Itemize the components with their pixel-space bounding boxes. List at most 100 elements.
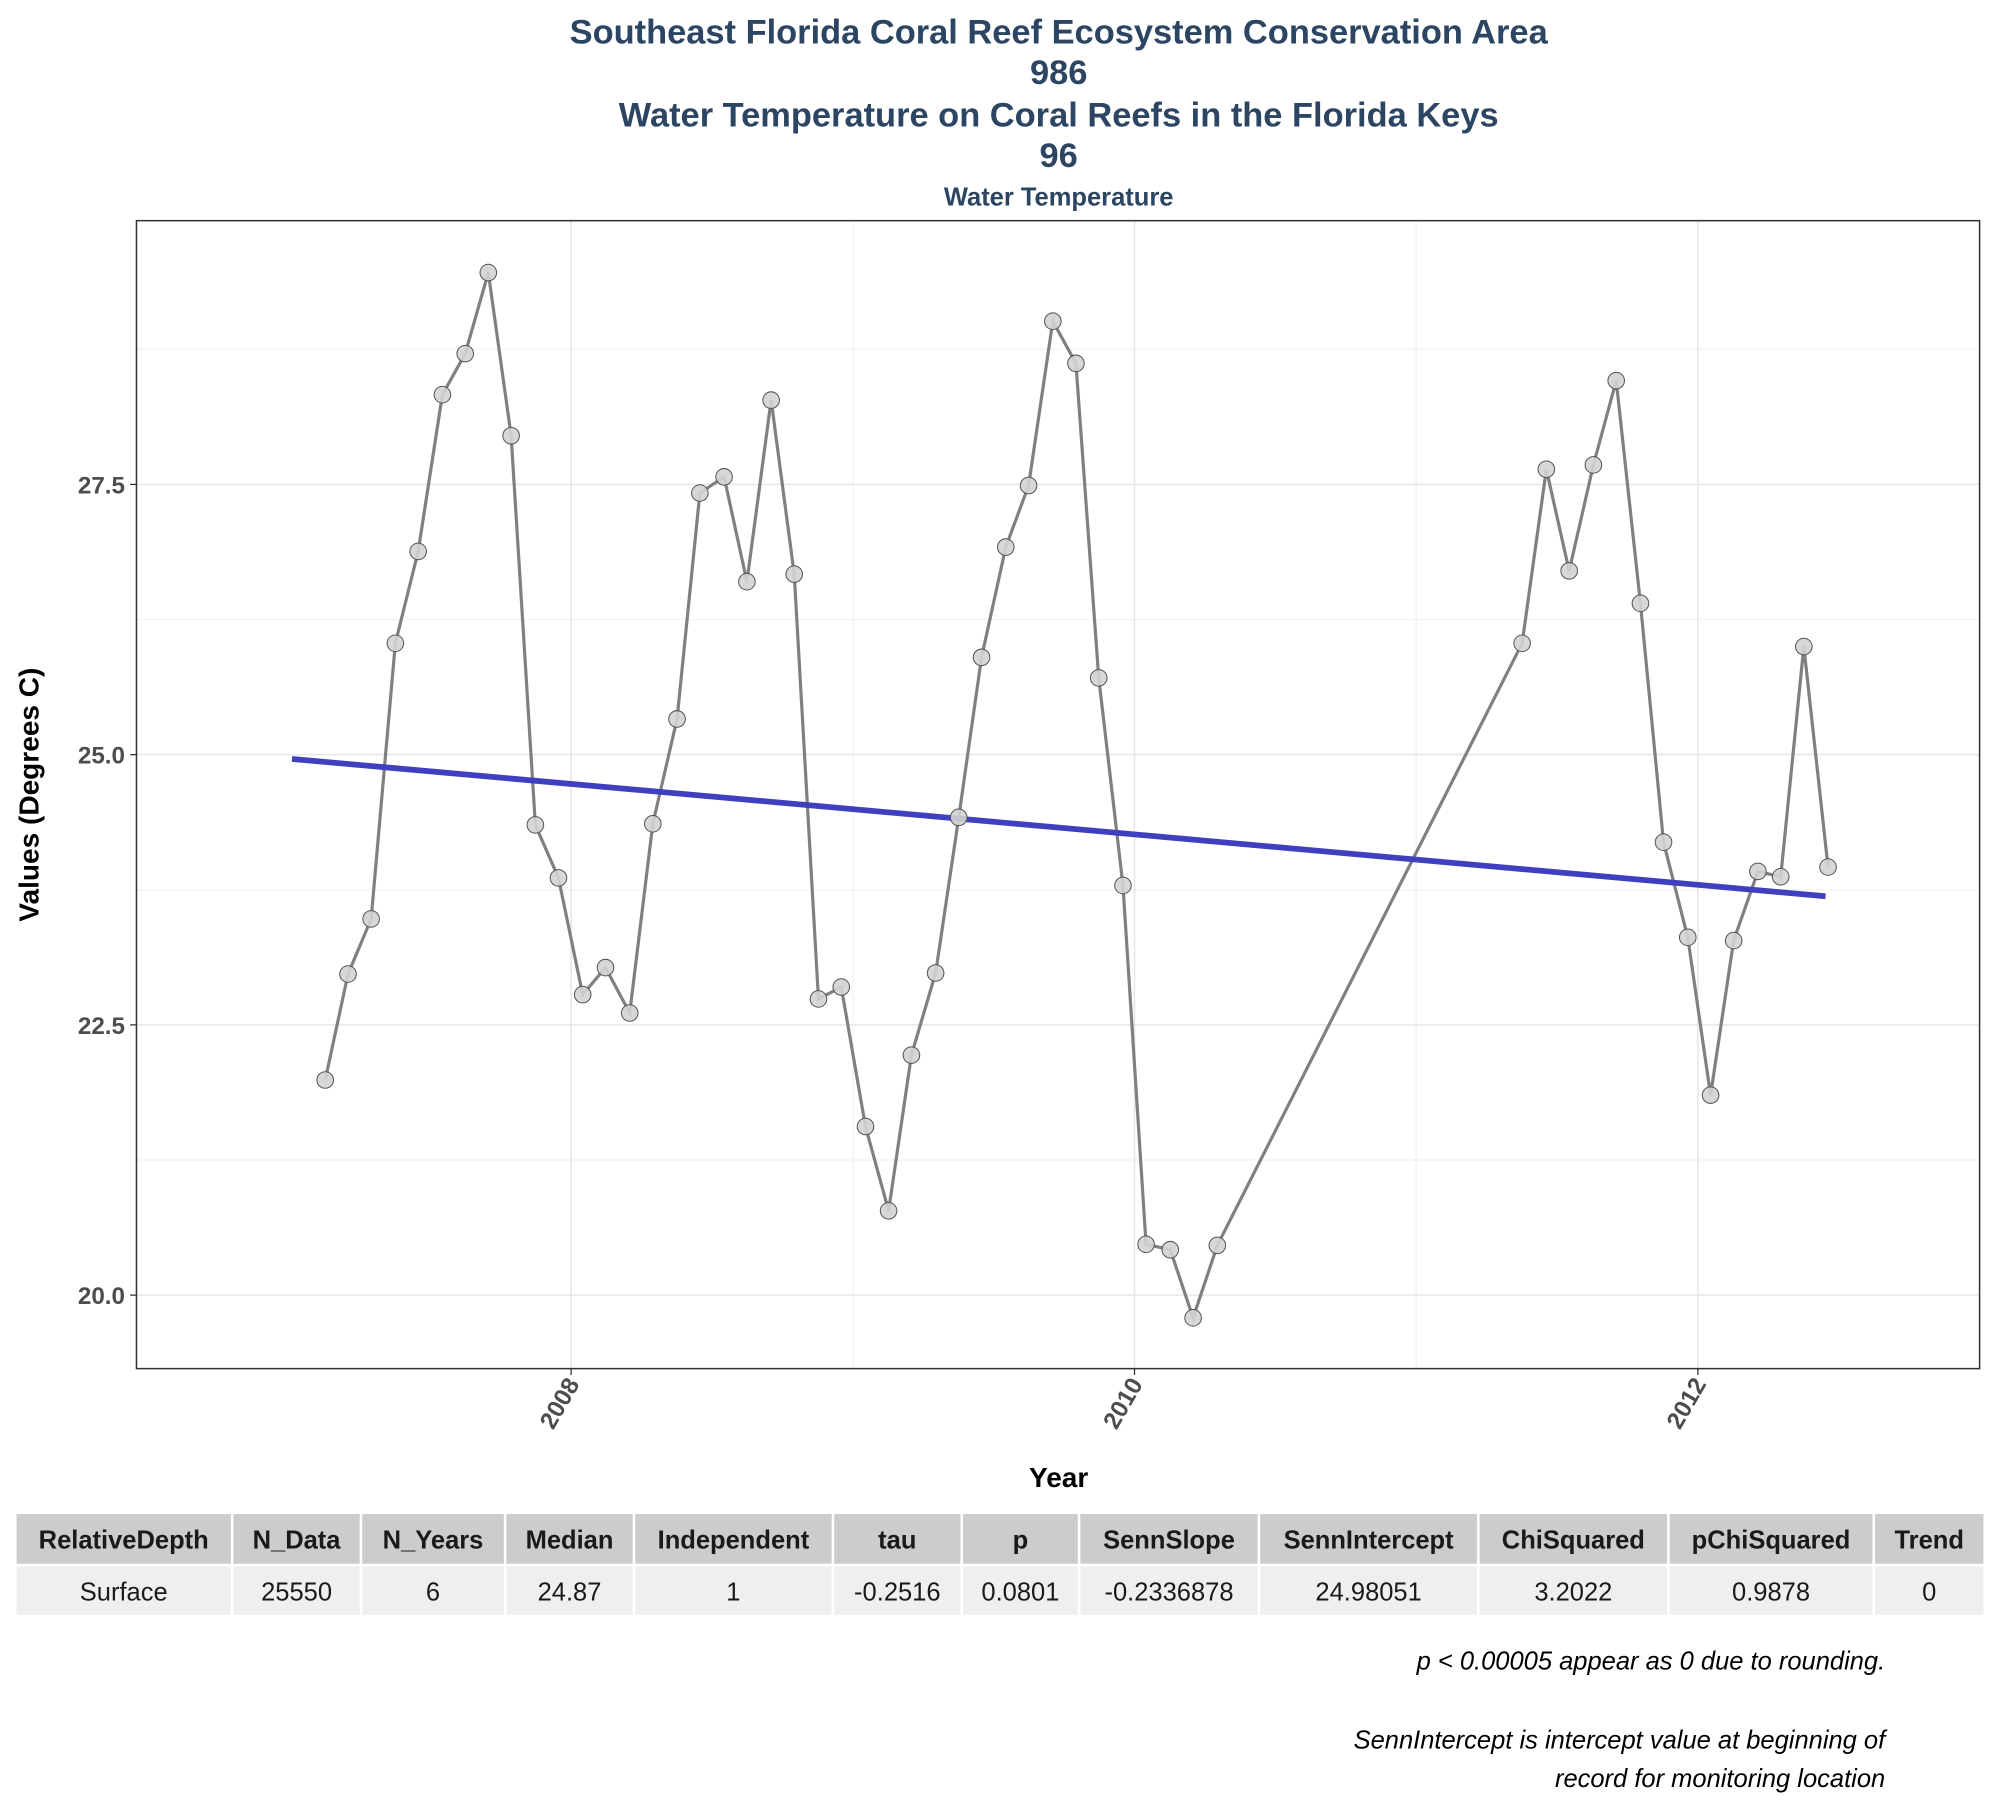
data-point (1771, 867, 1790, 886)
data-point (1513, 634, 1531, 653)
data-point (785, 565, 804, 583)
cell-text: 0 (1922, 1579, 1936, 1607)
y-tick-label: 22.5 (78, 1013, 125, 1040)
cell-text: 3.2022 (1534, 1579, 1612, 1607)
data-point (1678, 928, 1697, 947)
table-cell (834, 1566, 961, 1615)
header-text: Independent (658, 1526, 810, 1554)
table-cell (506, 1566, 633, 1615)
data-point (832, 978, 851, 996)
data-point (1208, 1236, 1227, 1255)
data-point (339, 965, 357, 983)
header-text: ChiSquared (1502, 1526, 1645, 1554)
data-point (1114, 876, 1132, 895)
table-cell (1875, 1566, 1984, 1615)
header-cell (16, 1514, 231, 1564)
header-text: SennIntercept (1284, 1526, 1455, 1554)
header-text: Median (526, 1526, 614, 1554)
data-point (362, 910, 380, 928)
table-cell (1479, 1566, 1668, 1615)
table-cell (1260, 1566, 1478, 1615)
data-point (1067, 354, 1085, 373)
data-point (762, 391, 780, 409)
data-point (949, 808, 968, 827)
chart-title: 96 (1040, 137, 1078, 175)
cell-text: -0.2516 (854, 1579, 940, 1607)
data-point (1701, 1086, 1720, 1104)
header-cell (506, 1514, 633, 1564)
cell-text: Surface (80, 1579, 168, 1607)
cell-text: 1 (726, 1579, 740, 1607)
data-point (1749, 862, 1767, 881)
chart-title: 986 (1030, 54, 1087, 92)
cell-text: 6 (426, 1579, 440, 1607)
data-point (1607, 371, 1626, 390)
table-cell (1080, 1566, 1258, 1615)
chart-title: Water Temperature on Coral Reefs in the … (619, 96, 1499, 134)
data-point (738, 572, 756, 591)
x-axis-title: Year (1029, 1462, 1088, 1493)
data-point (620, 1004, 639, 1022)
y-axis-title: Values (Degrees C) (13, 668, 44, 922)
data-point (879, 1202, 898, 1220)
data-point (902, 1046, 921, 1064)
header-text: RelativeDepth (39, 1526, 209, 1554)
data-point (668, 710, 686, 728)
header-cell (834, 1514, 961, 1564)
data-point (1184, 1309, 1202, 1327)
header-cell (362, 1514, 504, 1564)
header-cell (1669, 1514, 1873, 1564)
data-point (573, 985, 592, 1004)
cell-text: 0.0801 (981, 1579, 1059, 1607)
header-cell (635, 1514, 832, 1564)
data-point (456, 344, 475, 363)
data-point (386, 634, 405, 653)
y-tick-label: 20.0 (78, 1283, 125, 1310)
data-point (715, 468, 733, 486)
header-text: pChiSquared (1692, 1526, 1851, 1554)
header-text: SennSlope (1103, 1526, 1235, 1554)
data-point (996, 538, 1015, 556)
plot-border (135, 219, 1981, 1370)
table-cell (362, 1566, 504, 1615)
table-cell (16, 1566, 231, 1615)
cell-text: 25550 (261, 1579, 332, 1607)
data-point (1631, 594, 1650, 613)
header-cell (233, 1514, 360, 1564)
plot-panel (136, 220, 1980, 1369)
data-point (409, 542, 427, 561)
table-cell (1669, 1566, 1873, 1615)
data-point (316, 1071, 335, 1089)
note: SennIntercept is intercept value at begi… (1354, 1727, 1889, 1755)
data-point (1724, 931, 1743, 950)
header-text: p (1013, 1526, 1029, 1554)
note: record for monitoring location (1555, 1765, 1885, 1793)
data-point (433, 385, 452, 404)
y-tick-label: 25.0 (78, 743, 125, 770)
header-cell (1260, 1514, 1478, 1564)
header-cell (1479, 1514, 1668, 1564)
cell-text: 24.87 (538, 1579, 602, 1607)
data-point (1584, 456, 1603, 474)
header-cell (963, 1514, 1078, 1564)
data-point (1161, 1240, 1180, 1259)
data-point (1137, 1235, 1155, 1254)
header-cell (1080, 1514, 1258, 1564)
data-point (809, 990, 828, 1008)
data-point (596, 958, 615, 977)
table-cell (635, 1566, 832, 1615)
chart-subtitle: Water Temperature (944, 183, 1174, 211)
header-text: tau (878, 1526, 916, 1554)
cell-text: -0.2336878 (1104, 1579, 1233, 1607)
cell-text: 24.98051 (1315, 1579, 1421, 1607)
data-point (691, 484, 709, 502)
header-text: Trend (1894, 1526, 1963, 1554)
y-tick-label: 27.5 (78, 472, 125, 499)
data-point (926, 964, 945, 982)
data-point (1654, 833, 1673, 852)
data-point (502, 426, 520, 445)
data-point (526, 816, 545, 834)
chart-title: Southeast Florida Coral Reef Ecosystem C… (570, 13, 1549, 51)
